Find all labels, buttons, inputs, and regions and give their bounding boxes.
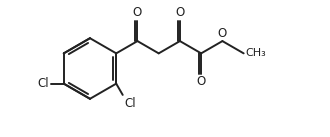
Text: Cl: Cl <box>124 97 136 110</box>
Text: O: O <box>175 6 184 19</box>
Text: Cl: Cl <box>38 77 49 90</box>
Text: O: O <box>133 6 142 19</box>
Text: O: O <box>218 27 227 40</box>
Text: O: O <box>197 75 206 88</box>
Text: CH₃: CH₃ <box>245 48 266 58</box>
